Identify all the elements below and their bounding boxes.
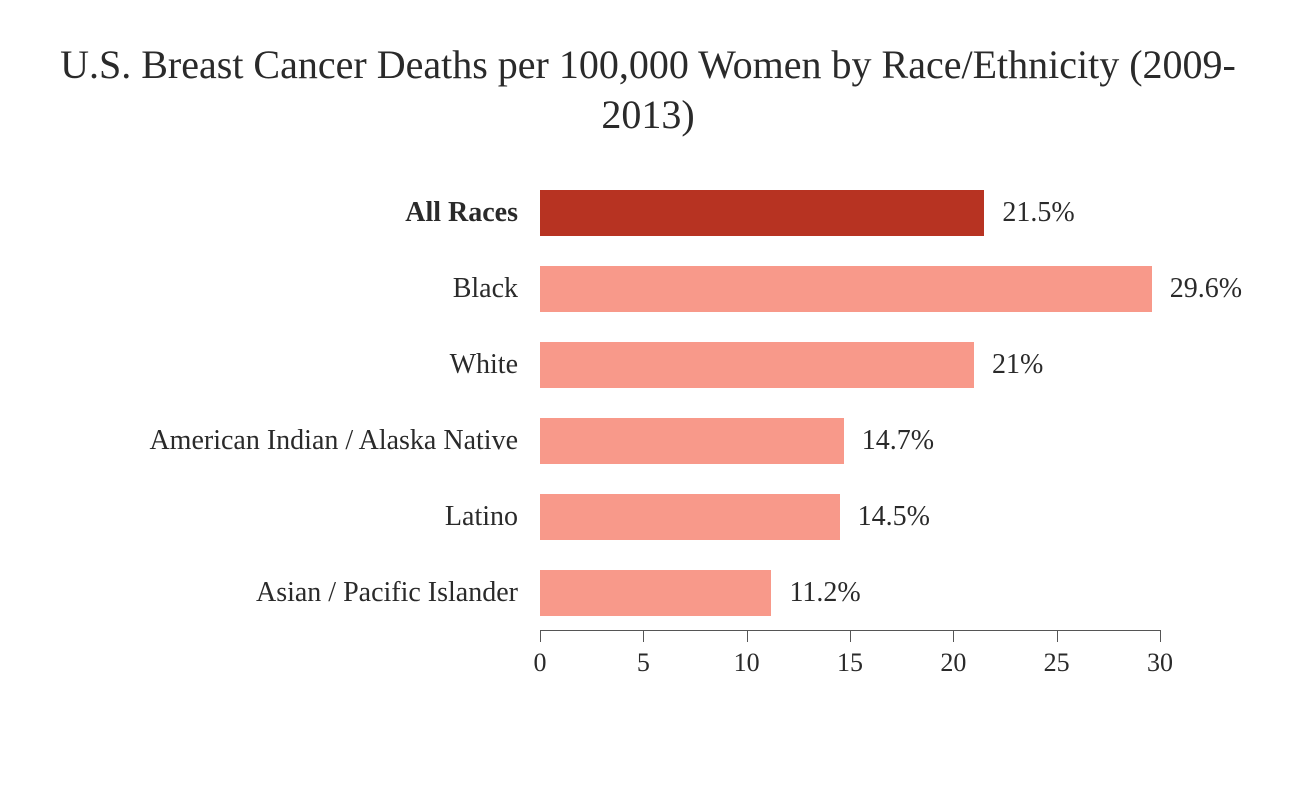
bar xyxy=(540,266,1152,312)
bar-area: 21.5% xyxy=(540,190,1160,236)
axis-tick-label: 5 xyxy=(637,648,650,678)
bar-row: All Races 21.5% xyxy=(60,190,1236,236)
x-axis-wrap: 0 5 10 15 20 25 30 xyxy=(60,630,1236,690)
bar xyxy=(540,570,771,616)
bar-row: Latino 14.5% xyxy=(60,494,1236,540)
axis-tick xyxy=(540,630,541,642)
axis-spacer xyxy=(60,630,540,690)
bar-value-label: 14.7% xyxy=(862,425,934,457)
bar-row: American Indian / Alaska Native 14.7% xyxy=(60,418,1236,464)
bar xyxy=(540,418,844,464)
axis-tick xyxy=(1160,630,1161,642)
bar-area: 11.2% xyxy=(540,570,1160,616)
bar-area: 29.6% xyxy=(540,266,1160,312)
bar-area: 14.7% xyxy=(540,418,1160,464)
axis-tick-label: 10 xyxy=(734,648,760,678)
bar-rows: All Races 21.5% Black29.6% White 21% American… xyxy=(60,190,1236,616)
bar-label: Latino xyxy=(60,501,540,533)
chart-title: U.S. Breast Cancer Deaths per 100,000 Wo… xyxy=(60,40,1236,140)
bar xyxy=(540,190,984,236)
x-axis: 051015202530 xyxy=(540,630,1160,690)
bar-label: Asian / Pacific Islander xyxy=(60,577,540,609)
axis-tick xyxy=(850,630,851,642)
bar xyxy=(540,494,840,540)
bar-value-label: 14.5% xyxy=(858,501,930,533)
axis-tick-label: 15 xyxy=(837,648,863,678)
bar-area: 14.5% xyxy=(540,494,1160,540)
bar-label: Black xyxy=(60,273,540,305)
axis-tick xyxy=(1057,630,1058,642)
bar-label: White xyxy=(60,349,540,381)
bar xyxy=(540,342,974,388)
bar-label: American Indian / Alaska Native xyxy=(60,425,540,457)
bar-area: 21% xyxy=(540,342,1160,388)
bar-row: Asian / Pacific Islander 11.2% xyxy=(60,570,1236,616)
axis-tick xyxy=(747,630,748,642)
axis-tick-label: 0 xyxy=(534,648,547,678)
axis-tick xyxy=(953,630,954,642)
axis-tick xyxy=(643,630,644,642)
bar-value-label: 29.6% xyxy=(1170,273,1242,305)
bar-value-label: 21.5% xyxy=(1002,197,1074,229)
bar-row: Black29.6% xyxy=(60,266,1236,312)
axis-tick-label: 25 xyxy=(1044,648,1070,678)
bar-value-label: 21% xyxy=(992,349,1043,381)
bar-row: White 21% xyxy=(60,342,1236,388)
bar-value-label: 11.2% xyxy=(789,577,860,609)
bar-label: All Races xyxy=(60,197,540,229)
axis-tick-label: 20 xyxy=(940,648,966,678)
chart-container: U.S. Breast Cancer Deaths per 100,000 Wo… xyxy=(0,0,1296,801)
axis-tick-label: 30 xyxy=(1147,648,1173,678)
